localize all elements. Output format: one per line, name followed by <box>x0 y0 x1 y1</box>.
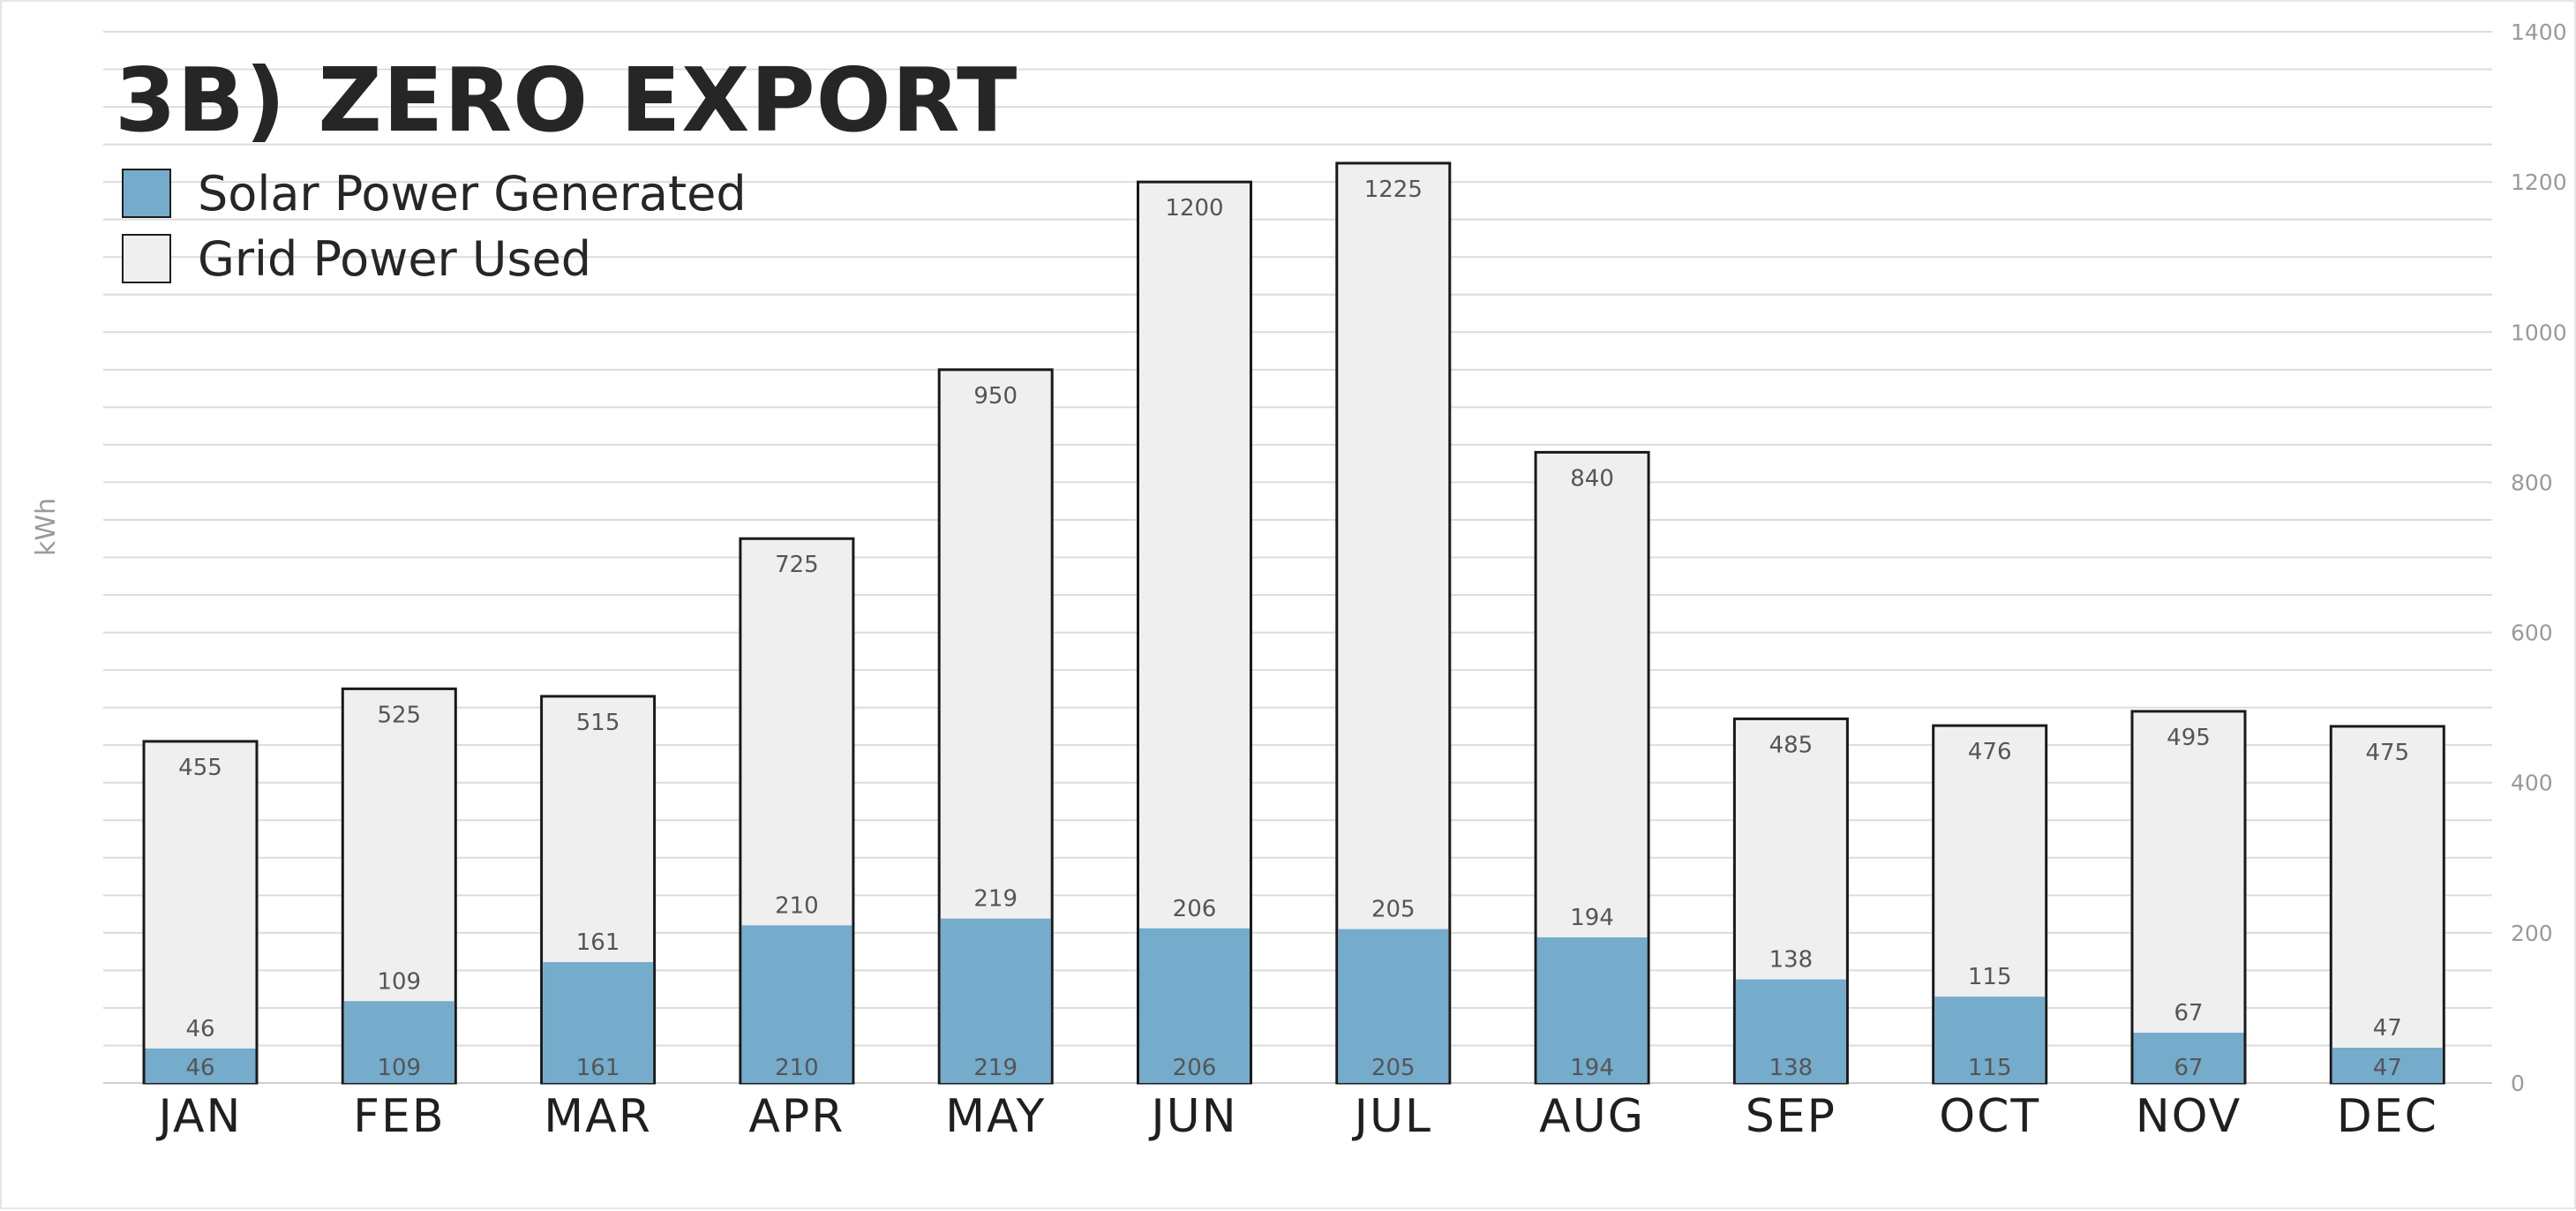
data-label-solar-top: 206 <box>1173 896 1217 922</box>
data-label-solar-top: 67 <box>2174 1000 2203 1027</box>
data-label-grid: 485 <box>1769 732 1814 758</box>
data-label-solar-top: 109 <box>377 968 421 995</box>
data-label-solar-base: 67 <box>2174 1055 2203 1081</box>
bars: 455 46 46 525 109 109 515 161 161 725 210 210 950 219… <box>142 162 2445 1085</box>
x-tick-label: NOV <box>2136 1090 2242 1143</box>
data-label-solar-base: 206 <box>1173 1055 1217 1081</box>
legend-swatch-solar <box>122 169 171 218</box>
legend-swatch-grid <box>122 234 171 283</box>
data-label-grid: 725 <box>775 552 819 578</box>
chart-title: 3B) ZERO EXPORT <box>115 49 1018 152</box>
x-tick-label: AUG <box>1539 1090 1645 1143</box>
x-tick-label: DEC <box>2337 1090 2438 1143</box>
bar-grid-dec <box>2329 725 2445 1085</box>
bar-solar-oct <box>1934 997 2046 1083</box>
x-tick-label: OCT <box>1939 1090 2040 1143</box>
data-label-solar-top: 219 <box>973 886 1018 913</box>
data-label-grid: 525 <box>377 702 421 728</box>
y-tick-labels: 0 200 400 600 800 1000 1200 1400 <box>2511 19 2567 1096</box>
data-label-solar-base: 194 <box>1570 1055 1614 1081</box>
data-label-solar-base: 46 <box>185 1055 214 1081</box>
y-tick-label: 1400 <box>2511 19 2567 45</box>
bar-solar-feb <box>343 1001 454 1083</box>
y-tick-label: 0 <box>2511 1071 2525 1096</box>
data-label-grid: 1200 <box>1165 195 1223 222</box>
bar-solar-mar <box>543 962 654 1083</box>
bar-solar-jul <box>1338 929 1449 1083</box>
data-label-grid: 476 <box>1968 739 2012 765</box>
data-label-solar-top: 210 <box>775 892 819 919</box>
y-tick-label: 800 <box>2511 470 2553 495</box>
data-label-solar-top: 115 <box>1968 964 2012 990</box>
data-label-grid: 1225 <box>1364 177 1423 203</box>
bar-solar-apr <box>741 925 852 1083</box>
data-label-solar-base: 205 <box>1371 1055 1416 1081</box>
x-tick-label: JUL <box>1352 1090 1432 1143</box>
gridlines <box>103 31 2492 1084</box>
data-label-solar-base: 161 <box>576 1055 620 1081</box>
bar-solar-sep <box>1735 979 1846 1083</box>
data-label-grid: 495 <box>2167 725 2211 751</box>
data-label-solar-top: 138 <box>1769 947 1814 974</box>
y-tick-label: 200 <box>2511 921 2553 946</box>
legend-label-solar: Solar Power Generated <box>198 165 747 222</box>
legend-item-solar: Solar Power Generated <box>122 161 747 226</box>
data-label-solar-base: 219 <box>973 1055 1018 1081</box>
bar-solar-aug <box>1536 936 1648 1083</box>
y-axis-label: kWh <box>31 498 62 556</box>
data-label-grid: 455 <box>178 755 222 781</box>
x-tick-label: MAR <box>544 1090 652 1143</box>
legend: Solar Power Generated Grid Power Used <box>122 161 747 291</box>
data-label-solar-top: 46 <box>185 1016 214 1042</box>
y-tick-label: 400 <box>2511 771 2553 796</box>
data-label-grid: 515 <box>576 710 620 736</box>
data-label-solar-base: 210 <box>775 1055 819 1081</box>
x-tick-label: JAN <box>156 1090 243 1143</box>
bar-solar-nov <box>2133 1033 2244 1083</box>
x-tick-label: JUN <box>1148 1090 1237 1143</box>
data-label-solar-top: 161 <box>576 929 620 956</box>
bar-solar-may <box>940 918 1051 1083</box>
data-label-solar-base: 47 <box>2373 1055 2402 1081</box>
y-tick-label: 600 <box>2511 621 2553 646</box>
data-label-solar-top: 205 <box>1371 897 1416 923</box>
bar-grid-jan <box>142 740 259 1085</box>
data-label-grid: 950 <box>973 383 1018 410</box>
x-tick-labels: JAN FEB MAR APR MAY JUN JUL AUG SEP OCT NOV DEC <box>156 1090 2438 1143</box>
bar-grid-nov <box>2130 710 2247 1085</box>
data-label-solar-base: 109 <box>377 1055 421 1081</box>
data-label-solar-top: 194 <box>1570 905 1614 931</box>
legend-label-grid: Grid Power Used <box>198 230 592 287</box>
bar-solar-jan <box>145 1048 256 1083</box>
x-tick-label: MAY <box>945 1090 1046 1143</box>
x-tick-label: FEB <box>353 1090 445 1143</box>
x-tick-label: SEP <box>1746 1090 1836 1143</box>
data-label-grid: 840 <box>1570 465 1614 492</box>
bar-solar-dec <box>2332 1048 2443 1083</box>
bar-solar-jun <box>1139 928 1250 1083</box>
x-tick-label: APR <box>748 1090 845 1143</box>
data-label-solar-top: 47 <box>2373 1015 2402 1042</box>
legend-item-grid: Grid Power Used <box>122 226 747 291</box>
data-label-grid: 475 <box>2365 740 2409 766</box>
data-label-solar-base: 138 <box>1769 1055 1814 1081</box>
data-label-solar-base: 115 <box>1968 1055 2012 1081</box>
y-tick-label: 1000 <box>2511 320 2567 345</box>
y-tick-label: 1200 <box>2511 169 2567 195</box>
